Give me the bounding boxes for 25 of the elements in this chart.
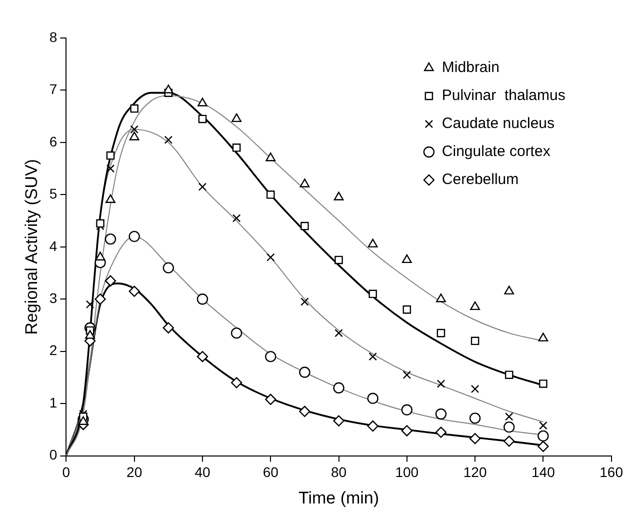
- legend-label: Cingulate cortex: [442, 143, 551, 160]
- x-tick-label: 160: [600, 464, 624, 480]
- legend-label: Midbrain: [442, 59, 500, 76]
- y-axis-title: Regional Activity (SUV): [22, 159, 41, 335]
- x-tick-label: 80: [330, 464, 347, 480]
- x-axis-title: Time (min): [298, 488, 380, 508]
- y-tick-label: 5: [49, 186, 58, 202]
- y-tick-label: 4: [49, 238, 58, 254]
- y-tick-label: 8: [49, 28, 58, 45]
- y-tick-label: 0: [49, 446, 58, 463]
- x-tick-label: 20: [126, 464, 142, 480]
- y-tick-label: 7: [49, 81, 58, 98]
- y-tick-label: 2: [49, 342, 58, 358]
- x-tick-label: 120: [463, 464, 487, 480]
- x-tick-label: 60: [262, 464, 279, 480]
- x-tick-label: 100: [395, 464, 419, 480]
- legend-label: Caudate nucleus: [442, 115, 555, 132]
- x-tick-label: 140: [532, 464, 556, 480]
- y-tick-label: 6: [49, 133, 58, 150]
- y-tick-label: 1: [49, 394, 58, 410]
- legend-label: Pulvinar thalamus: [442, 87, 566, 104]
- x-tick-label: 0: [62, 464, 70, 480]
- legend-label: Cerebellum: [442, 171, 519, 188]
- x-tick-label: 40: [194, 464, 210, 480]
- y-tick-label: 3: [49, 290, 58, 306]
